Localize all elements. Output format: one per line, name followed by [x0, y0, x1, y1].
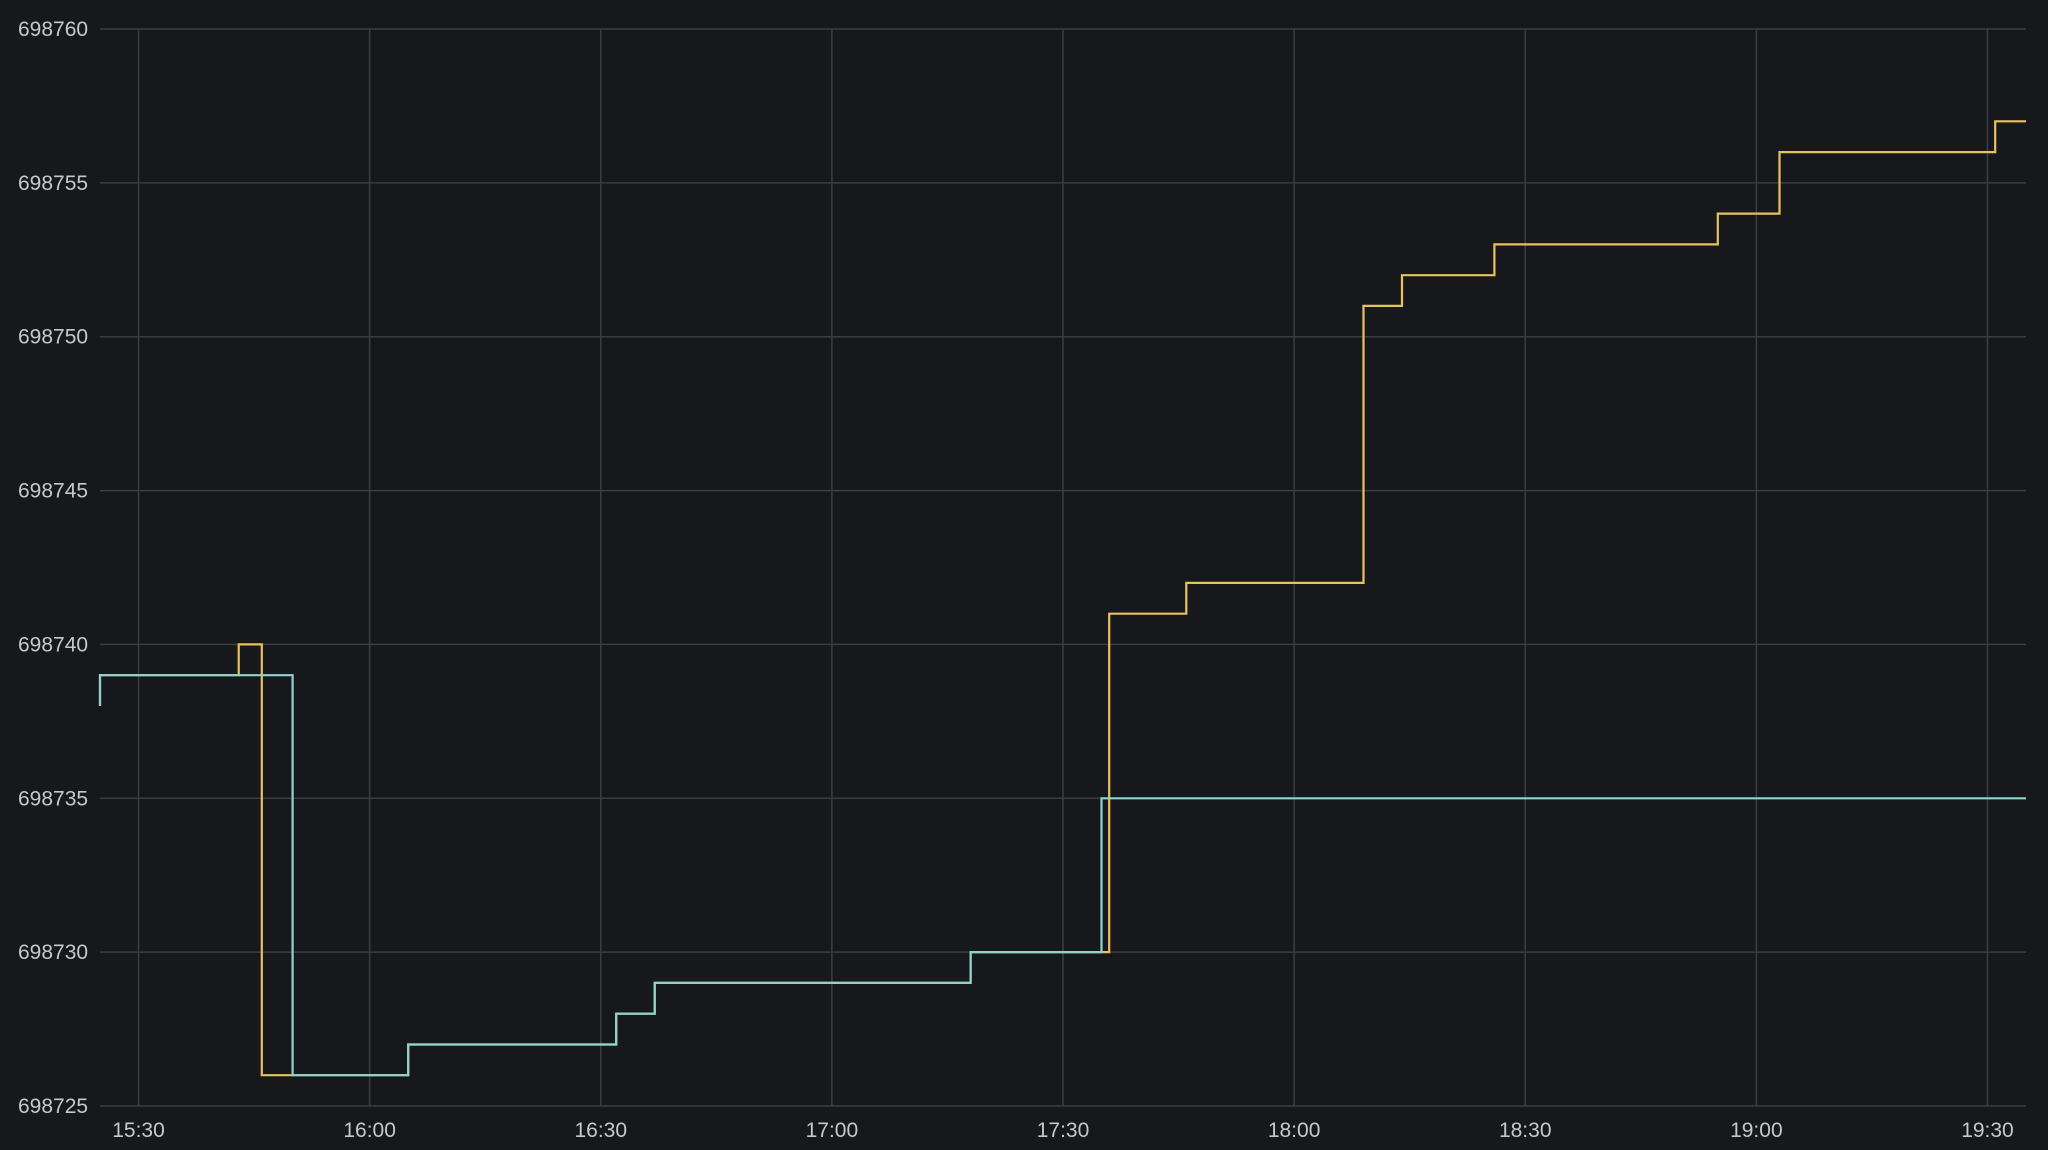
- x-tick-label: 18:00: [1268, 1119, 1321, 1142]
- x-tick-label: 17:00: [806, 1119, 859, 1142]
- x-tick-labels: 15:30 16:00 16:30 17:00 17:30 18:00 18:30 19:00…: [112, 1119, 2014, 1142]
- y-tick-label: 698725: [18, 1095, 88, 1118]
- series-line-1: [98, 120, 2026, 1077]
- x-tick-label: 16:30: [574, 1119, 627, 1142]
- y-tick-label: 698730: [18, 941, 88, 964]
- x-tick-label: 16:00: [343, 1119, 396, 1142]
- series-line-2: [98, 674, 2026, 1077]
- y-tick-label: 698760: [18, 18, 88, 41]
- y-tick-label: 698740: [18, 633, 88, 656]
- y-tick-label: 698755: [18, 172, 88, 195]
- y-tick-label: 698735: [18, 787, 88, 810]
- y-tick-labels: 698725 698730 698735 698740 698745 698750 6987…: [18, 18, 88, 1118]
- series-lines: [98, 120, 2026, 1077]
- x-tick-label: 19:00: [1730, 1119, 1783, 1142]
- x-tick-label: 15:30: [112, 1119, 165, 1142]
- x-tick-label: 17:30: [1037, 1119, 1090, 1142]
- y-tick-label: 698750: [18, 326, 88, 349]
- y-tick-label: 698745: [18, 480, 88, 503]
- x-tick-label: 19:30: [1961, 1119, 2014, 1142]
- x-tick-label: 18:30: [1499, 1119, 1552, 1142]
- x-gridlines: [137, 29, 1989, 1106]
